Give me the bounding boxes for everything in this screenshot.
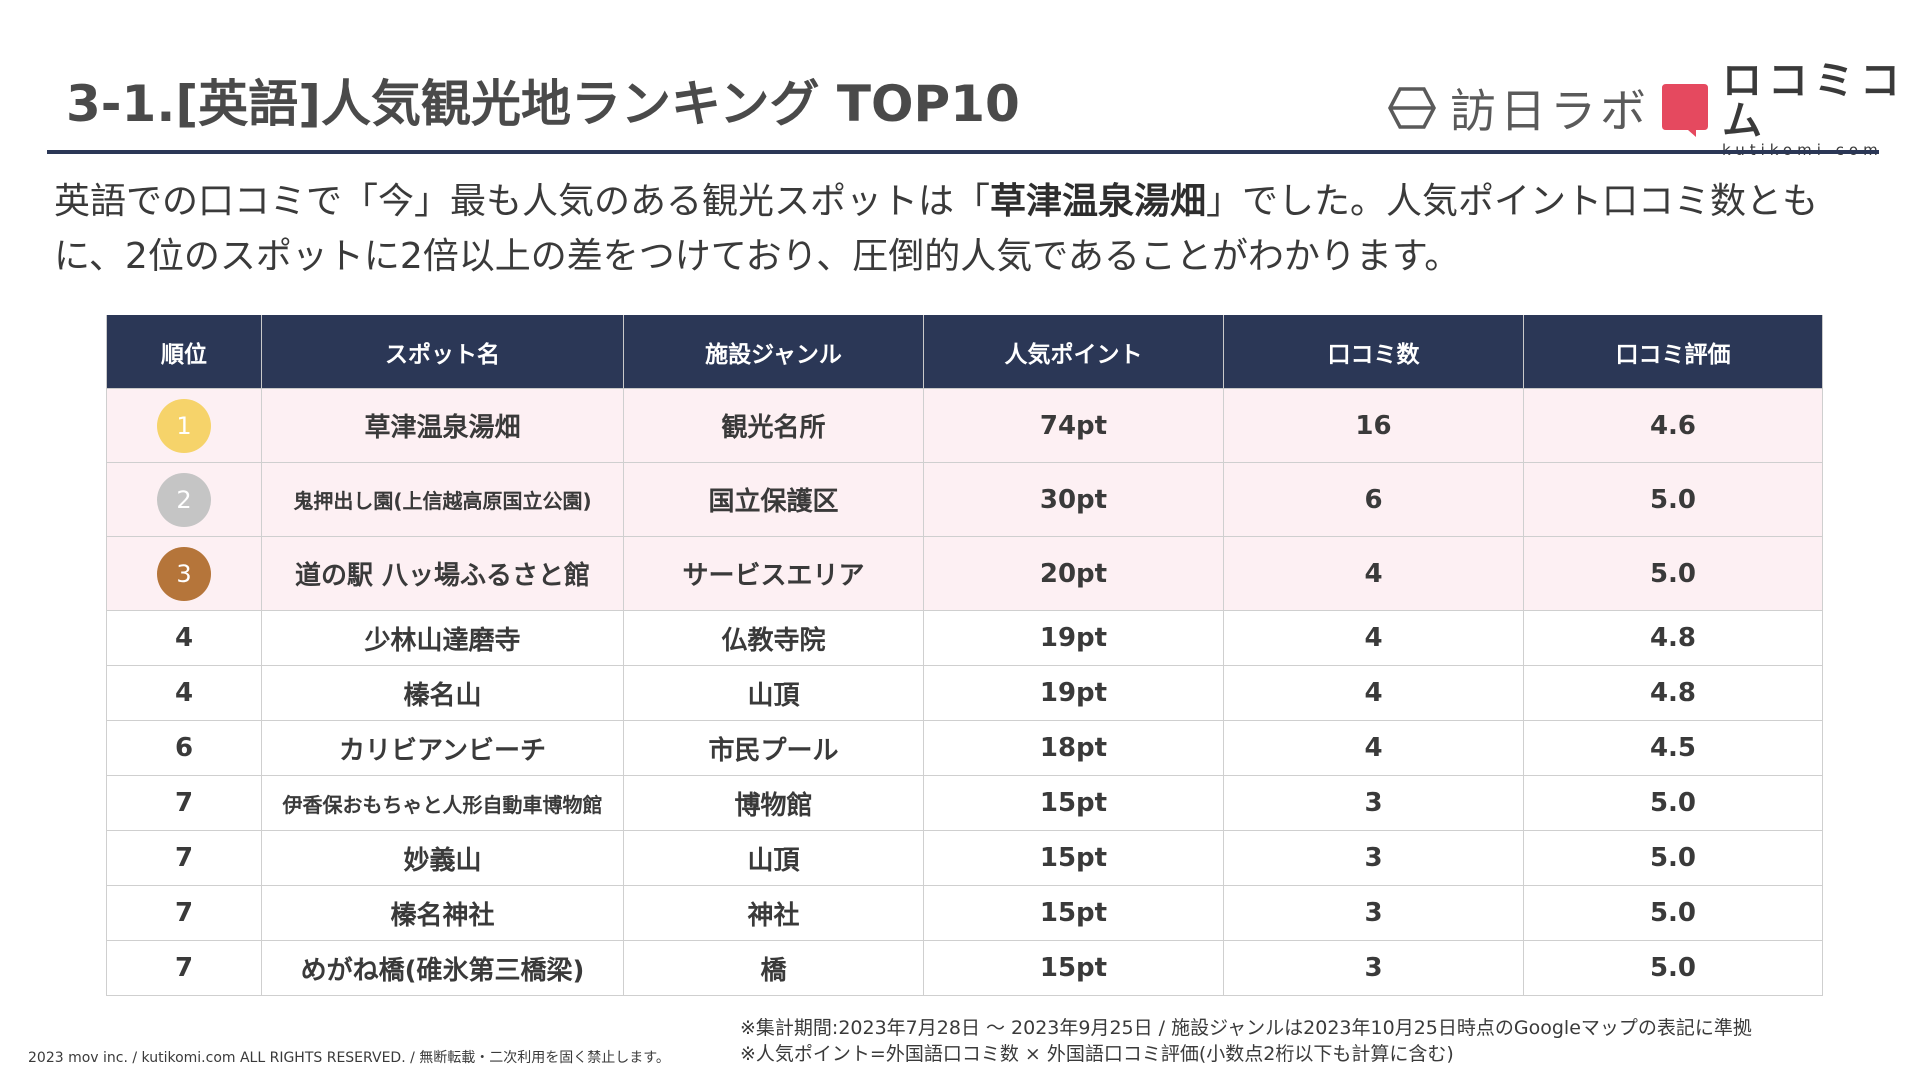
header-points: 人気ポイント <box>923 315 1224 389</box>
lead-text-1: 英語での口コミで「今」最も人気のある観光スポットは「 <box>54 181 991 222</box>
review-count-cell: 3 <box>1223 830 1524 886</box>
header-rating: 口コミ評価 <box>1523 315 1823 389</box>
rating-cell: 4.6 <box>1523 388 1823 463</box>
rank-cell: 7 <box>106 830 262 886</box>
footnote-points: ※人気ポイント=外国語口コミ数 × 外国語口コミ評価(小数点2桁以下も計算に含む… <box>740 1043 1454 1065</box>
genre-cell: 橋 <box>623 940 924 996</box>
hounichi-hexagon-icon <box>1388 87 1436 129</box>
rank-cell: 4 <box>106 665 262 721</box>
rating-cell: 4.8 <box>1523 665 1823 721</box>
rank-cell: 6 <box>106 720 262 776</box>
review-count-cell: 3 <box>1223 775 1524 831</box>
genre-cell: 山頂 <box>623 830 924 886</box>
copyright: 2023 mov inc. / kutikomi.com ALL RIGHTS … <box>28 1050 670 1066</box>
table-row: 4 少林山達磨寺 仏教寺院 19pt 4 4.8 <box>106 610 1823 666</box>
kutikomi-logo: ロコミコム kutikomi com <box>1660 61 1919 159</box>
table-row: 3 道の駅 八ッ場ふるさと館 サービスエリア 20pt 4 5.0 <box>106 536 1823 611</box>
gold-medal-icon: 1 <box>157 398 211 453</box>
points-cell: 30pt <box>923 462 1224 537</box>
points-cell: 20pt <box>923 536 1224 611</box>
table-row: 7 伊香保おもちゃと人形自動車博物館 博物館 15pt 3 5.0 <box>106 775 1823 831</box>
rank-cell: 4 <box>106 610 262 666</box>
spot-name-cell: 妙義山 <box>261 830 624 886</box>
table-row: 1 草津温泉湯畑 観光名所 74pt 16 4.6 <box>106 388 1823 463</box>
points-cell: 15pt <box>923 940 1224 996</box>
points-cell: 15pt <box>923 830 1224 886</box>
spot-name-cell: 榛名山 <box>261 665 624 721</box>
lead-highlight: 草津温泉湯畑 <box>990 181 1207 222</box>
review-count-cell: 3 <box>1223 940 1524 996</box>
rank-cell: 1 <box>106 388 262 463</box>
bronze-medal-icon: 3 <box>157 546 211 601</box>
table-row: 7 榛名神社 神社 15pt 3 5.0 <box>106 885 1823 941</box>
genre-cell: 市民プール <box>623 720 924 776</box>
rank-cell: 3 <box>106 536 262 611</box>
header-rank: 順位 <box>106 315 262 389</box>
title-divider <box>47 150 1879 154</box>
genre-cell: サービスエリア <box>623 536 924 611</box>
page-title: 3-1.[英語]人気観光地ランキング TOP10 <box>66 75 1020 133</box>
genre-cell: 山頂 <box>623 665 924 721</box>
rank-cell: 7 <box>106 885 262 941</box>
points-cell: 15pt <box>923 885 1224 941</box>
review-count-cell: 4 <box>1223 536 1524 611</box>
table-header-row: 順位 スポット名 施設ジャンル 人気ポイント 口コミ数 口コミ評価 <box>106 315 1823 389</box>
table-row: 6 カリビアンビーチ 市民プール 18pt 4 4.5 <box>106 720 1823 776</box>
review-count-cell: 3 <box>1223 885 1524 941</box>
rank-cell: 7 <box>106 940 262 996</box>
spot-name-cell: 鬼押出し園(上信越高原国立公園) <box>261 462 624 537</box>
review-count-cell: 6 <box>1223 462 1524 537</box>
genre-cell: 神社 <box>623 885 924 941</box>
rating-cell: 4.5 <box>1523 720 1823 776</box>
review-count-cell: 4 <box>1223 720 1524 776</box>
points-cell: 18pt <box>923 720 1224 776</box>
points-cell: 74pt <box>923 388 1224 463</box>
lead-paragraph: 英語での口コミで「今」最も人気のある観光スポットは「草津温泉湯畑」でした。人気ポ… <box>54 174 1874 284</box>
rank-cell: 2 <box>106 462 262 537</box>
silver-medal-icon: 2 <box>157 472 211 527</box>
spot-name-cell: 伊香保おもちゃと人形自動車博物館 <box>261 775 624 831</box>
header-genre: 施設ジャンル <box>623 315 924 389</box>
rating-cell: 5.0 <box>1523 536 1823 611</box>
points-cell: 19pt <box>923 665 1224 721</box>
table-row: 4 榛名山 山頂 19pt 4 4.8 <box>106 665 1823 721</box>
table-row: 7 妙義山 山頂 15pt 3 5.0 <box>106 830 1823 886</box>
lead-text-2: 」でした。人気ポイント口コミ数ともに、2位のスポットに2倍以上の差をつけており、… <box>54 181 1819 277</box>
rank-cell: 7 <box>106 775 262 831</box>
spot-name-cell: 榛名神社 <box>261 885 624 941</box>
footnote-period: ※集計期間:2023年7月28日 〜 2023年9月25日 / 施設ジャンルは2… <box>740 1017 1752 1039</box>
review-count-cell: 4 <box>1223 665 1524 721</box>
rating-cell: 5.0 <box>1523 830 1823 886</box>
points-cell: 15pt <box>923 775 1224 831</box>
genre-cell: 博物館 <box>623 775 924 831</box>
rating-cell: 5.0 <box>1523 940 1823 996</box>
points-cell: 19pt <box>923 610 1224 666</box>
header-review-count: 口コミ数 <box>1223 315 1524 389</box>
rating-cell: 5.0 <box>1523 885 1823 941</box>
review-count-cell: 4 <box>1223 610 1524 666</box>
kutikomi-speech-icon <box>1660 82 1710 138</box>
header-spot-name: スポット名 <box>261 315 624 389</box>
rating-cell: 5.0 <box>1523 775 1823 831</box>
table-row: 2 鬼押出し園(上信越高原国立公園) 国立保護区 30pt 6 5.0 <box>106 462 1823 537</box>
rating-cell: 4.8 <box>1523 610 1823 666</box>
spot-name-cell: カリビアンビーチ <box>261 720 624 776</box>
genre-cell: 国立保護区 <box>623 462 924 537</box>
hounichi-lab-logo: 訪日ラボ <box>1388 80 1650 138</box>
genre-cell: 仏教寺院 <box>623 610 924 666</box>
spot-name-cell: 草津温泉湯畑 <box>261 388 624 463</box>
spot-name-cell: めがね橋(碓氷第三橋梁) <box>261 940 624 996</box>
rating-cell: 5.0 <box>1523 462 1823 537</box>
spot-name-cell: 道の駅 八ッ場ふるさと館 <box>261 536 624 611</box>
genre-cell: 観光名所 <box>623 388 924 463</box>
spot-name-cell: 少林山達磨寺 <box>261 610 624 666</box>
hounichi-lab-logo-text: 訪日ラボ <box>1450 84 1650 138</box>
review-count-cell: 16 <box>1223 388 1524 463</box>
ranking-table: 順位 スポット名 施設ジャンル 人気ポイント 口コミ数 口コミ評価 1 草津温泉… <box>106 315 1823 996</box>
table-row: 7 めがね橋(碓氷第三橋梁) 橋 15pt 3 5.0 <box>106 940 1823 996</box>
kutikomi-logo-text: ロコミコム <box>1722 58 1906 144</box>
